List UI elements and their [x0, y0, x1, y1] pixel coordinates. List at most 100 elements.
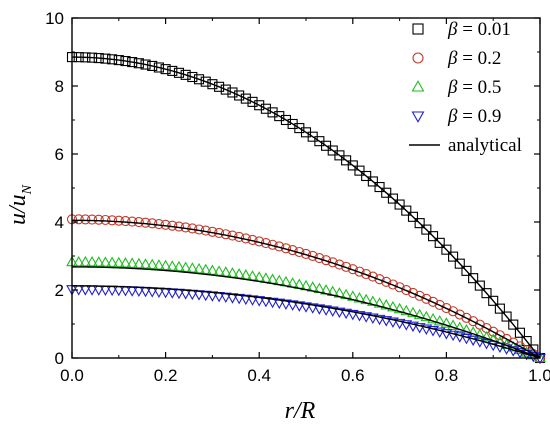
- data-point: [447, 319, 459, 330]
- data-point: [361, 269, 372, 280]
- data-point: [380, 299, 393, 310]
- data-point: [139, 258, 152, 269]
- data-point: [407, 211, 419, 222]
- data-point: [420, 324, 433, 335]
- data-point: [454, 309, 465, 320]
- legend-label: β = 0.5: [447, 77, 501, 98]
- data-point: [133, 58, 144, 69]
- data-point: [159, 259, 172, 271]
- series-1: [66, 52, 546, 364]
- data-point: [394, 282, 405, 293]
- data-point: [266, 297, 279, 309]
- data-point: [400, 304, 413, 316]
- data-point: [280, 299, 292, 310]
- data-point: [514, 327, 525, 338]
- y-tick-label: 8: [55, 77, 64, 96]
- data-point: [274, 111, 285, 122]
- data-point: [366, 313, 379, 324]
- data-point: [160, 64, 171, 75]
- x-tick-label: 0.6: [341, 366, 365, 385]
- data-point: [447, 330, 459, 342]
- data-point: [381, 276, 392, 287]
- data-point: [167, 65, 178, 76]
- svg-text:u/uN: u/uN: [5, 184, 35, 225]
- legend-marker: [411, 111, 425, 123]
- axes-layer: 0.0 0.2 0.4 0.6 0.8 1.0 0 2 4 6 8 10: [45, 9, 550, 385]
- legend: β = 0.01 β = 0.2 β = 0.5 β = 0.9 analytical: [409, 19, 522, 156]
- analytical-curve: [72, 219, 541, 359]
- data-point: [327, 257, 338, 268]
- data-point: [120, 216, 131, 227]
- data-point: [434, 299, 445, 310]
- y-tick-label: 6: [55, 145, 64, 164]
- data-point: [234, 90, 245, 101]
- data-point: [173, 67, 185, 78]
- data-point: [240, 93, 251, 104]
- data-point: [394, 199, 405, 210]
- legend-label: β = 0.2: [447, 48, 501, 69]
- data-point: [427, 231, 439, 242]
- data-point: [92, 285, 105, 296]
- data-point: [373, 297, 386, 308]
- data-point: [360, 312, 373, 323]
- data-point: [107, 215, 118, 226]
- data-point: [440, 317, 453, 328]
- data-point: [387, 317, 399, 328]
- data-point: [393, 318, 406, 330]
- legend-label: β = 0.9: [447, 106, 501, 127]
- x-axis-title: r/R: [285, 398, 316, 424]
- data-point: [87, 214, 98, 225]
- data-point: [481, 288, 492, 299]
- data-point: [373, 314, 386, 326]
- data-point: [393, 302, 406, 314]
- data-point: [441, 244, 452, 255]
- data-point: [126, 257, 139, 268]
- data-point: [86, 256, 98, 267]
- data-point: [354, 165, 365, 176]
- data-point: [333, 307, 346, 319]
- data-point: [92, 256, 105, 267]
- data-point: [433, 315, 446, 326]
- data-point: [153, 259, 165, 270]
- data-point: [421, 293, 432, 304]
- data-point: [193, 262, 205, 274]
- data-point: [501, 311, 512, 322]
- data-point: [260, 103, 271, 114]
- data-point: [79, 255, 92, 267]
- data-point: [86, 285, 98, 296]
- data-point: [346, 309, 359, 321]
- data-point: [366, 295, 379, 306]
- series-4: [66, 285, 546, 365]
- data-point: [401, 285, 412, 296]
- data-point: [341, 155, 352, 166]
- data-point: [387, 193, 398, 204]
- y-axis-title-subscript: N: [20, 184, 35, 195]
- data-point: [227, 87, 238, 98]
- data-point: [474, 280, 485, 291]
- data-point: [480, 339, 493, 350]
- data-point: [448, 251, 459, 262]
- data-point: [193, 74, 205, 85]
- data-point: [441, 303, 452, 314]
- analytical-curves: [71, 56, 541, 359]
- data-point: [147, 60, 158, 71]
- data-point: [440, 329, 453, 340]
- data-point: [454, 258, 465, 269]
- data-point: [214, 81, 225, 92]
- data-point: [374, 181, 385, 193]
- data-point: [259, 296, 272, 308]
- data-point: [334, 259, 345, 270]
- data-point: [448, 306, 459, 317]
- data-point: [427, 296, 439, 307]
- data-point: [374, 274, 385, 285]
- data-point: [427, 326, 439, 337]
- y-tick-label: 10: [45, 9, 64, 28]
- data-point: [112, 256, 125, 268]
- data-point: [146, 258, 159, 270]
- y-axis-title: u/uN: [5, 184, 35, 225]
- data-point: [473, 328, 486, 340]
- data-point: [106, 256, 119, 267]
- data-point: [460, 323, 473, 335]
- data-point: [73, 214, 84, 225]
